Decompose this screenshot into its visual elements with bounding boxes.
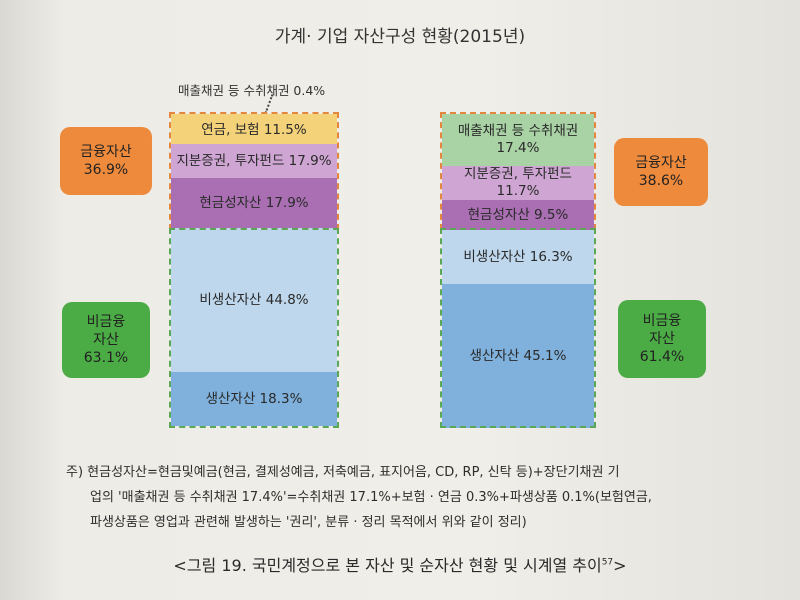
- left-receivables-note: 매출채권 등 수취채권 0.4%: [178, 83, 326, 98]
- left-financial-group-border: [169, 112, 339, 230]
- left-financial-assets-tag: 금융자산 36.9%: [60, 127, 152, 195]
- right-nonfinancial-group-border: [440, 228, 596, 428]
- left-financial-label: 금융자산: [80, 143, 132, 160]
- right-seg-receivables-label: 매출채권 등 수취채권: [457, 123, 579, 140]
- right-seg-equity: 지분증권, 투자펀드 11.7%: [442, 166, 594, 200]
- right-financial-assets-tag: 금융자산 38.6%: [614, 138, 708, 206]
- left-nonfinancial-label-1: 비금융: [86, 313, 126, 330]
- footnote-line-3: 파생상품은 영업과 관련해 발생하는 '권리', 분류 · 정리 목적에서 위와…: [90, 515, 527, 530]
- left-nonfinancial-label-2: 자산: [93, 331, 119, 348]
- footnote-line-2: 업의 '매출채권 등 수취채권 17.4%'=수취채권 17.1%+보험 · 연…: [90, 490, 652, 505]
- caption-superscript: 57: [601, 557, 614, 568]
- left-seg-equity: 지분증권, 투자펀드 17.9%: [171, 144, 337, 178]
- right-seg-produced: 생산자산 45.1%: [442, 284, 594, 428]
- caption-end: >: [613, 556, 627, 575]
- right-seg-nonproduced: 비생산자산 16.3%: [442, 230, 594, 284]
- right-nonfinancial-assets-tag: 비금융 자산 61.4%: [618, 300, 706, 378]
- left-seg-insurance: 연금, 보험 11.5%: [171, 116, 337, 144]
- left-seg-receivables: [171, 114, 337, 116]
- left-seg-cash: 현금성자산 17.9%: [171, 178, 337, 228]
- right-financial-value: 38.6%: [638, 173, 684, 189]
- chart-title: 가계· 기업 자산구성 현황(2015년): [274, 27, 526, 47]
- right-financial-label: 금융자산: [635, 154, 687, 171]
- right-seg-receivables: 매출채권 등 수취채권 17.4%: [442, 114, 594, 166]
- right-nonfinancial-label-2: 자산: [649, 330, 675, 347]
- right-nonfinancial-value: 61.4%: [639, 349, 685, 366]
- left-nonfinancial-group-border: [169, 228, 339, 428]
- right-nonfinancial-label-1: 비금융: [642, 312, 682, 329]
- left-nonfinancial-value: 63.1%: [83, 350, 129, 367]
- right-financial-group-border: [440, 112, 596, 230]
- left-financial-value: 36.9%: [83, 162, 129, 178]
- left-nonfinancial-assets-tag: 비금융 자산 63.1%: [62, 302, 150, 378]
- caption-text: <그림 19. 국민계정으로 본 자산 및 순자산 현황 및 시계열 추이: [173, 556, 602, 575]
- figure-caption: <그림 19. 국민계정으로 본 자산 및 순자산 현황 및 시계열 추이57>: [0, 552, 800, 576]
- right-seg-receivables-value: 17.4%: [496, 140, 540, 156]
- left-seg-nonproduced: 비생산자산 44.8%: [171, 228, 337, 372]
- footnote: 주) 현금성자산=현금및예금(현금, 결제성예금, 저축예금, 표지어음, CD…: [66, 460, 726, 535]
- right-seg-cash: 현금성자산 9.5%: [442, 200, 594, 230]
- footnote-line-1: 주) 현금성자산=현금및예금(현금, 결제성예금, 저축예금, 표지어음, CD…: [66, 465, 620, 480]
- left-seg-produced: 생산자산 18.3%: [171, 372, 337, 426]
